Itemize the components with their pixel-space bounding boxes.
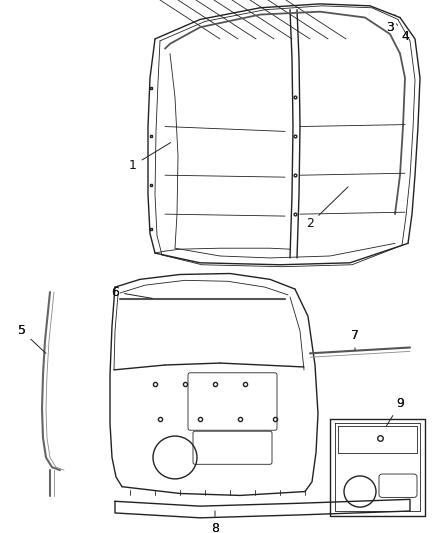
- Text: 8: 8: [211, 522, 219, 533]
- Text: 9: 9: [396, 398, 404, 410]
- Text: 8: 8: [211, 511, 219, 533]
- Text: 6: 6: [111, 286, 119, 298]
- Text: 3: 3: [386, 21, 394, 34]
- Text: 6: 6: [111, 286, 152, 298]
- Text: 5: 5: [18, 325, 26, 337]
- Text: 1: 1: [129, 143, 171, 172]
- Text: 3: 3: [386, 14, 395, 34]
- Text: 5: 5: [18, 325, 46, 353]
- Text: 4: 4: [396, 24, 409, 44]
- Text: 7: 7: [351, 329, 359, 351]
- Text: 2: 2: [306, 187, 348, 230]
- Text: 4: 4: [401, 30, 409, 44]
- Text: 9: 9: [386, 398, 404, 426]
- Text: 7: 7: [351, 329, 359, 342]
